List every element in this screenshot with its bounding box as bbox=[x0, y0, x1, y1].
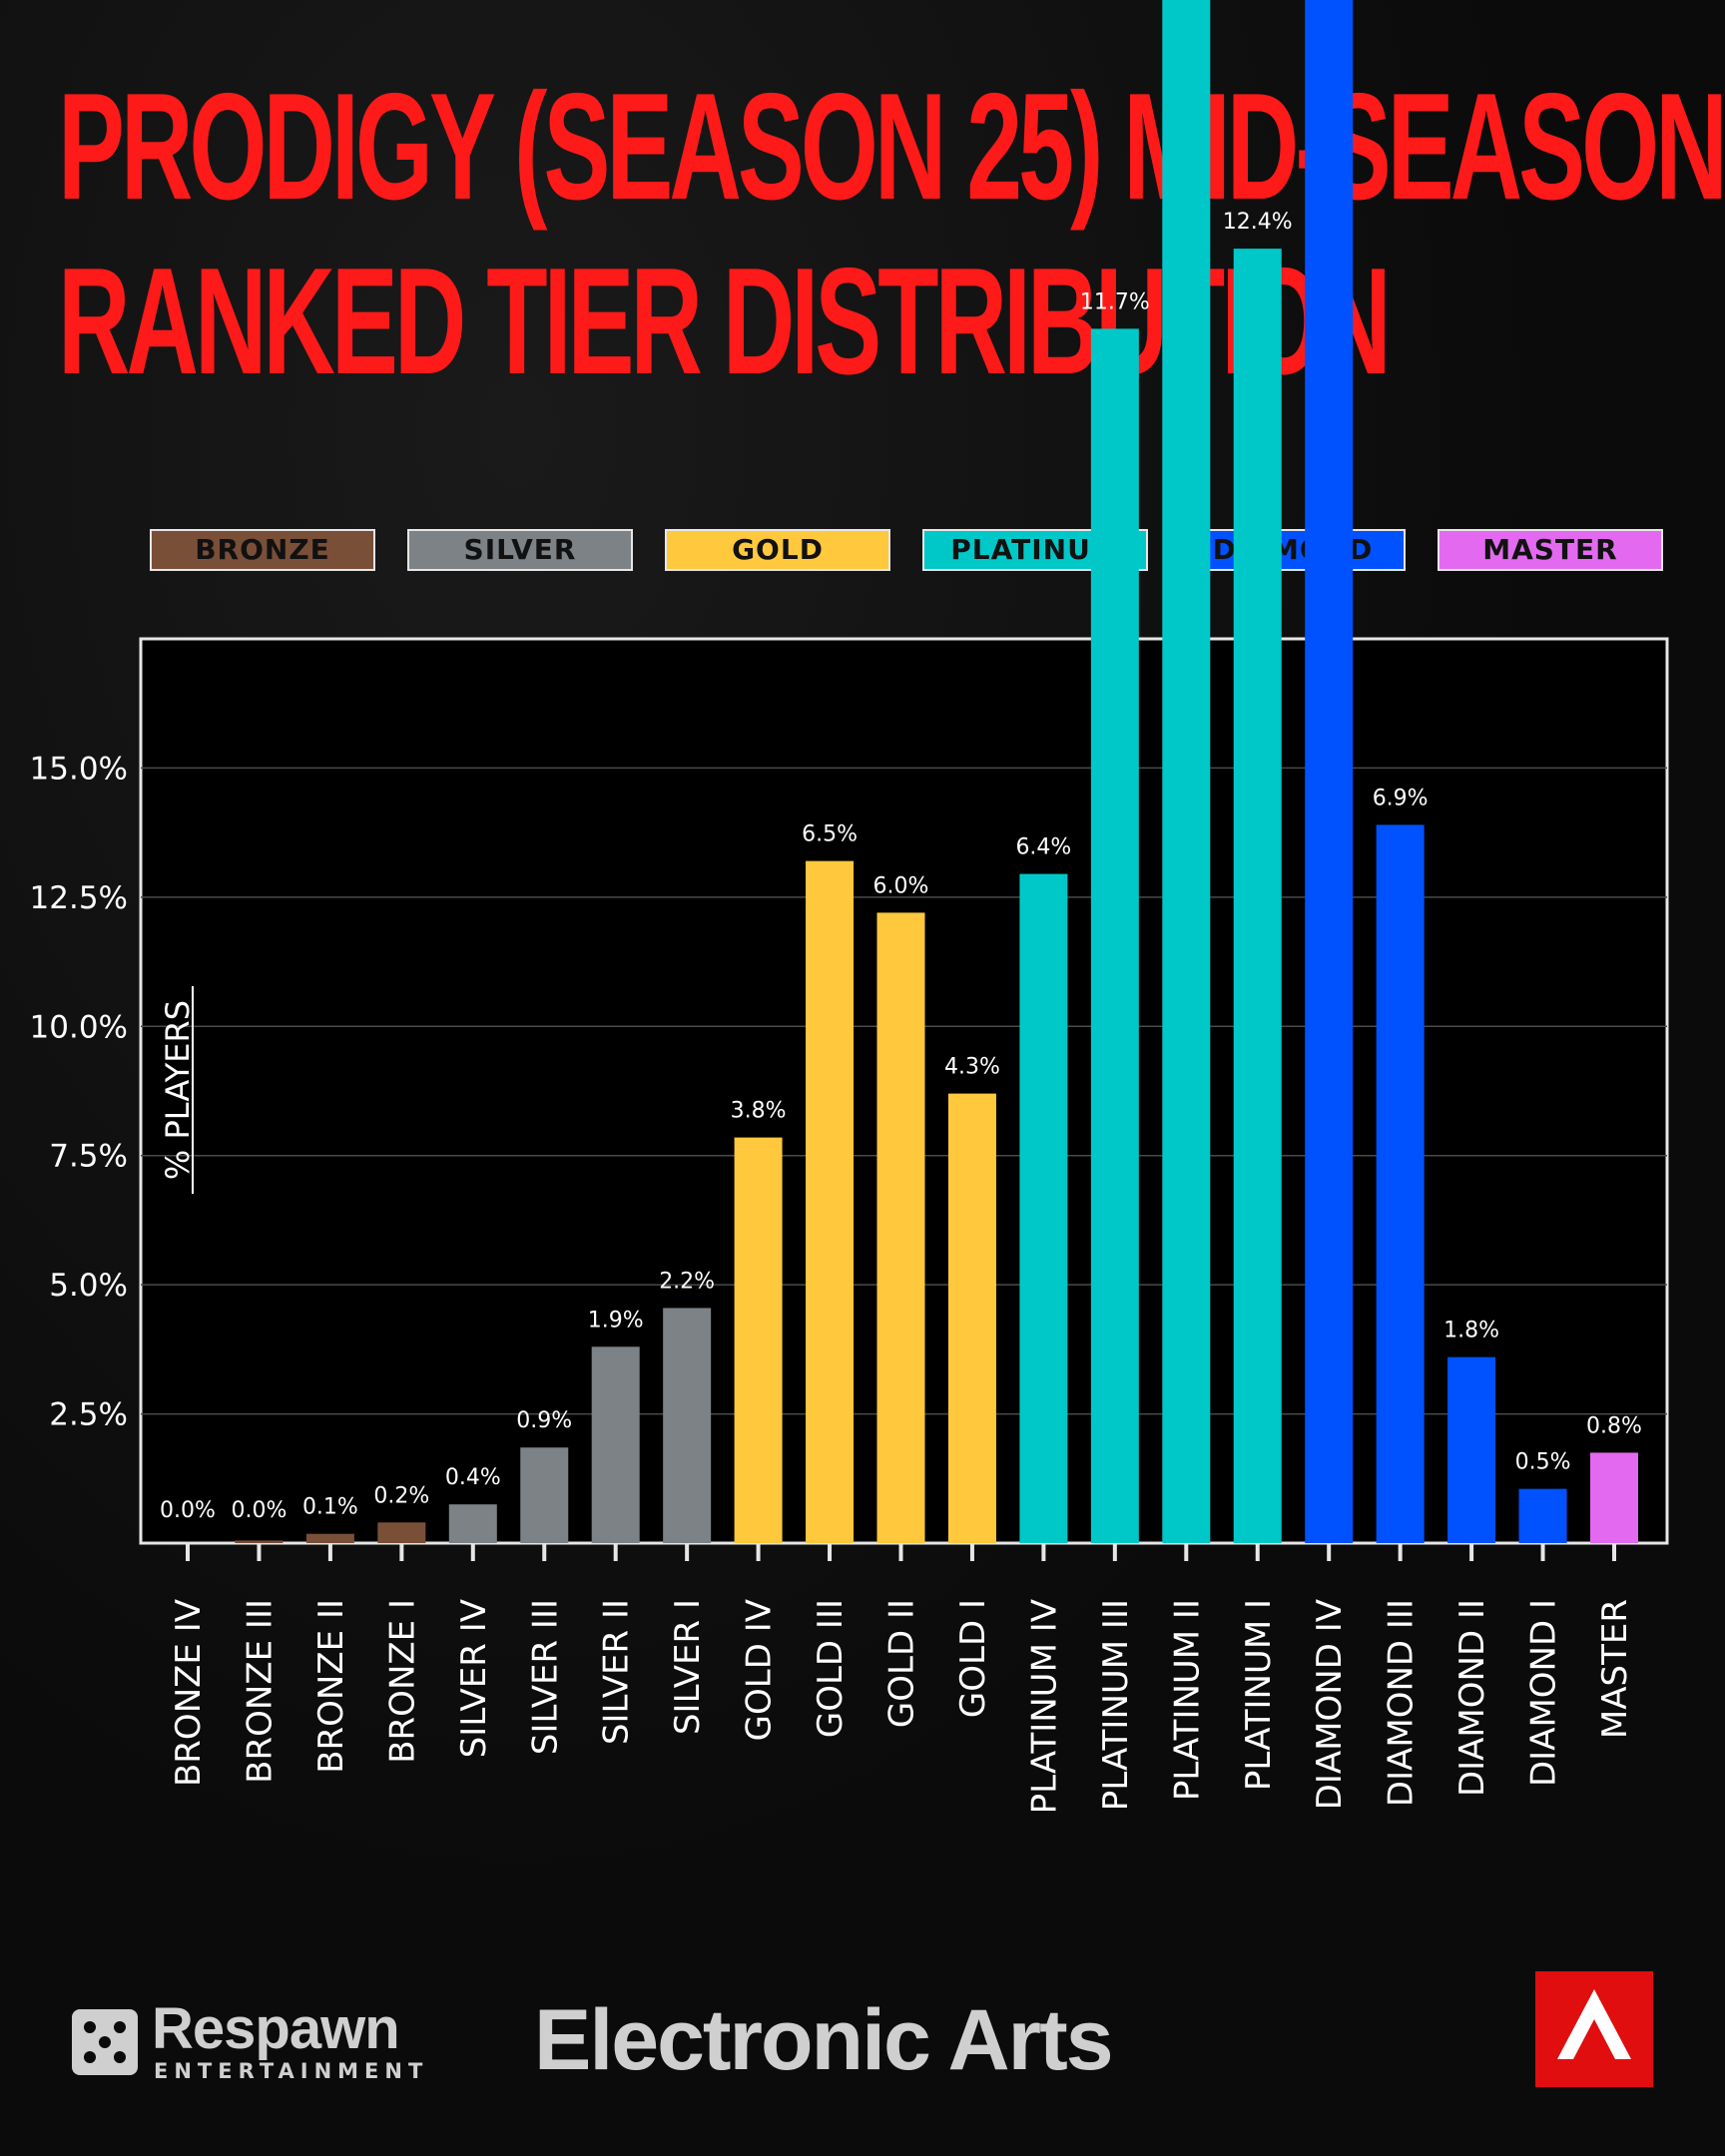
value-label: 1.9% bbox=[588, 1308, 644, 1333]
x-tick-label: PLATINUM I bbox=[1239, 1599, 1279, 1791]
x-tick-label: DIAMOND I bbox=[1524, 1599, 1564, 1787]
x-tick-label: GOLD II bbox=[882, 1599, 922, 1728]
value-label: 6.0% bbox=[873, 873, 929, 898]
value-label: 0.0% bbox=[231, 1498, 287, 1523]
bar bbox=[1305, 0, 1354, 1543]
respawn-name: Respawn bbox=[152, 1996, 400, 2061]
bar bbox=[377, 1522, 426, 1543]
bar bbox=[591, 1347, 640, 1543]
respawn-subtitle: ENTERTAINMENT bbox=[154, 2059, 429, 2083]
bar bbox=[235, 1540, 284, 1543]
electronic-arts-logo: Electronic Arts bbox=[534, 1992, 1114, 2088]
x-tick-label: GOLD IV bbox=[740, 1599, 780, 1741]
value-label: 2.2% bbox=[659, 1269, 715, 1294]
x-tick-label: GOLD III bbox=[811, 1599, 851, 1738]
value-label: 3.8% bbox=[731, 1099, 787, 1124]
value-label: 6.5% bbox=[802, 822, 858, 847]
value-label: 0.4% bbox=[445, 1465, 501, 1490]
bar bbox=[1590, 1452, 1638, 1543]
bar bbox=[1162, 0, 1211, 1544]
value-label: 0.0% bbox=[160, 1498, 216, 1523]
value-label: 0.9% bbox=[516, 1408, 572, 1433]
x-tick-label: BRONZE IV bbox=[169, 1599, 209, 1787]
y-tick-label: 5.0% bbox=[49, 1268, 128, 1304]
bar bbox=[1518, 1488, 1567, 1543]
bar bbox=[520, 1447, 569, 1543]
value-label: 4.3% bbox=[944, 1055, 1000, 1080]
legend-item-bronze: BRONZE bbox=[150, 529, 375, 571]
bar bbox=[947, 1093, 996, 1543]
x-tick-label: BRONZE II bbox=[311, 1599, 351, 1774]
y-tick-label: 15.0% bbox=[30, 751, 128, 787]
x-tick-label: DIAMOND IV bbox=[1310, 1599, 1350, 1810]
x-tick-label: SILVER I bbox=[668, 1599, 708, 1735]
x-tick-label: PLATINUM II bbox=[1167, 1599, 1207, 1801]
x-tick-label: DIAMOND III bbox=[1382, 1599, 1422, 1807]
legend-item-gold: GOLD bbox=[665, 529, 890, 571]
value-label: 0.2% bbox=[373, 1483, 429, 1508]
x-tick-label: SILVER IV bbox=[454, 1599, 494, 1758]
x-tick-label: SILVER III bbox=[525, 1599, 565, 1755]
bar bbox=[1376, 824, 1425, 1543]
value-label: 11.7% bbox=[1080, 289, 1150, 314]
apex-legends-logo-icon bbox=[1535, 1971, 1653, 2087]
bar bbox=[448, 1504, 497, 1543]
x-tick-label: BRONZE III bbox=[240, 1599, 280, 1784]
legend-item-silver: SILVER bbox=[407, 529, 633, 571]
value-label: 6.4% bbox=[1015, 835, 1071, 860]
bar bbox=[305, 1533, 354, 1543]
bar bbox=[876, 912, 925, 1543]
bar bbox=[1019, 873, 1068, 1543]
value-label: 12.4% bbox=[1223, 210, 1293, 235]
x-tick-label: MASTER bbox=[1595, 1599, 1635, 1739]
y-axis-label: % PLAYERS bbox=[159, 1000, 197, 1180]
x-tick-label: GOLD I bbox=[953, 1599, 993, 1718]
bar bbox=[734, 1137, 783, 1543]
legend-item-master: MASTER bbox=[1438, 529, 1663, 571]
value-label: 0.5% bbox=[1515, 1450, 1571, 1475]
bar bbox=[1090, 328, 1139, 1543]
value-label: 0.8% bbox=[1586, 1413, 1642, 1438]
x-tick-label: BRONZE I bbox=[382, 1599, 422, 1764]
y-tick-label: 7.5% bbox=[49, 1139, 128, 1175]
value-label: 6.9% bbox=[1373, 786, 1429, 810]
x-tick-label: PLATINUM IV bbox=[1024, 1599, 1064, 1814]
bar bbox=[663, 1308, 712, 1543]
y-tick-label: 10.0% bbox=[30, 1009, 128, 1045]
bar bbox=[1447, 1356, 1496, 1543]
y-tick-label: 2.5% bbox=[49, 1397, 128, 1433]
bar bbox=[1233, 249, 1282, 1543]
value-label: 0.1% bbox=[302, 1495, 358, 1520]
legend-item-diamond: DIAMOND bbox=[1180, 529, 1406, 571]
x-tick-label: PLATINUM III bbox=[1096, 1599, 1136, 1811]
x-tick-label: SILVER II bbox=[597, 1599, 637, 1745]
bar bbox=[806, 860, 855, 1543]
y-tick-label: 12.5% bbox=[30, 880, 128, 916]
x-tick-label: DIAMOND II bbox=[1452, 1599, 1492, 1797]
value-label: 1.8% bbox=[1443, 1319, 1499, 1344]
respawn-mark-icon bbox=[72, 2009, 138, 2075]
